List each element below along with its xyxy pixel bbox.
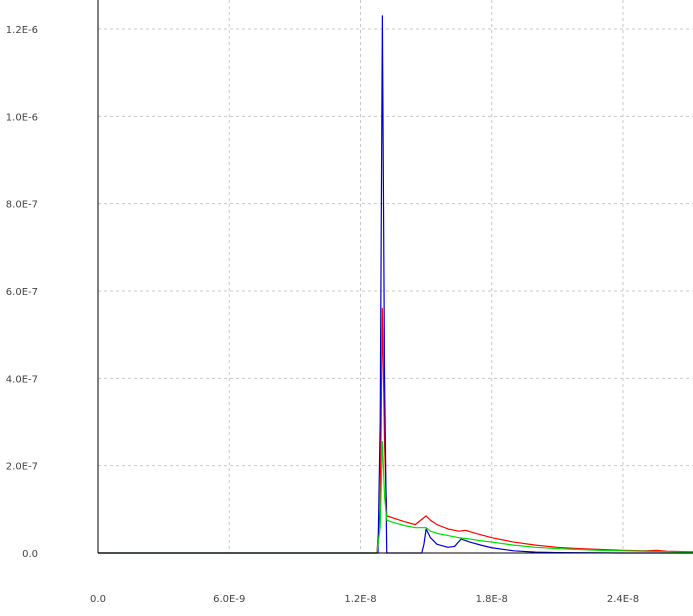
x-tick-labels: 0.0 6.0E-9 1.2E-8 1.8E-8 2.4E-8 <box>90 594 639 605</box>
y-tick-label: 1.0E-6 <box>6 112 38 123</box>
grid-lines <box>98 0 693 553</box>
series-line-2 <box>98 15 693 554</box>
series-lines <box>98 15 693 554</box>
y-tick-label: 2.0E-7 <box>6 462 38 473</box>
y-tick-label: 0.0 <box>22 549 38 560</box>
series-line-3 <box>98 441 693 554</box>
y-tick-label: 1.2E-6 <box>6 25 38 36</box>
x-tick-label: 1.8E-8 <box>476 594 508 605</box>
axes <box>97 0 693 554</box>
x-tick-label: 1.2E-8 <box>344 594 376 605</box>
y-tick-label: 8.0E-7 <box>6 200 38 211</box>
y-tick-labels: 0.0 2.0E-7 4.0E-7 6.0E-7 8.0E-7 1.0E-6 1.2E-6 <box>6 25 38 560</box>
y-tick-label: 6.0E-7 <box>6 287 38 298</box>
x-tick-label: 0.0 <box>90 594 106 605</box>
x-tick-label: 6.0E-9 <box>213 594 245 605</box>
series-line-1 <box>98 307 693 554</box>
y-tick-label: 4.0E-7 <box>6 374 38 385</box>
x-tick-label: 2.4E-8 <box>607 594 639 605</box>
